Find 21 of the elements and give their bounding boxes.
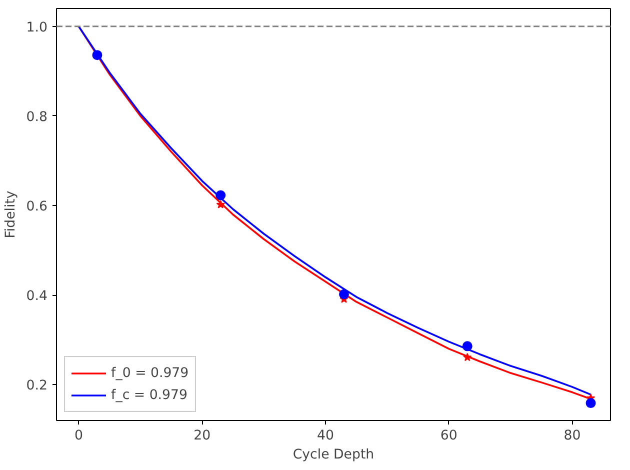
x-tick-label: 0 xyxy=(74,428,83,444)
legend-label: f_c = 0.979 xyxy=(111,388,188,402)
y-axis-title: Fidelity xyxy=(3,190,18,238)
point xyxy=(216,200,225,208)
y-tick-label: 0.8 xyxy=(26,110,48,125)
x-axis-title: Cycle Depth xyxy=(292,448,374,462)
x-tick-label: 40 xyxy=(317,428,334,444)
point xyxy=(216,190,226,200)
x-tick-label: 20 xyxy=(194,428,211,444)
point xyxy=(463,352,472,362)
x-tick-label: 60 xyxy=(440,428,458,444)
point xyxy=(338,289,349,300)
y-tick-label: 1.0 xyxy=(26,20,48,36)
y-tick-label: 0.2 xyxy=(26,378,48,394)
point xyxy=(462,341,472,352)
y-tick-label: 0.6 xyxy=(26,200,48,215)
point xyxy=(586,398,596,408)
point xyxy=(92,50,102,60)
y-tick-label: 0.4 xyxy=(26,289,48,304)
x-tick-label: 80 xyxy=(564,428,581,444)
legend-label: f_0 = 0.979 xyxy=(111,366,189,380)
